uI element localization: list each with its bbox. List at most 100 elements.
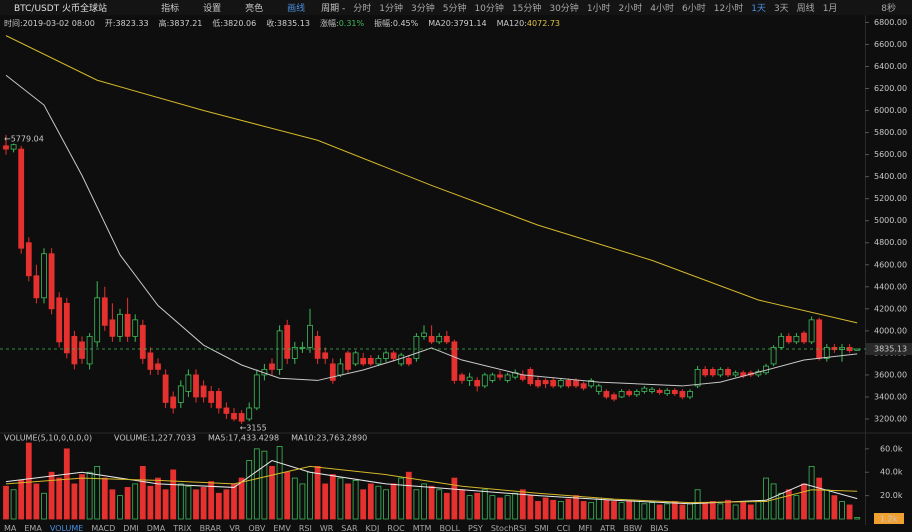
indicator-tab[interactable]: SMI xyxy=(534,525,549,532)
volume-bar xyxy=(504,495,511,520)
volume-bar xyxy=(405,471,412,520)
indicator-tab[interactable]: MTM xyxy=(412,525,432,532)
period-option[interactable]: 3天 xyxy=(773,4,789,14)
volume-bar xyxy=(626,501,633,520)
last-price-tag xyxy=(866,343,912,356)
period-option[interactable]: 周线 xyxy=(796,4,815,14)
toolbar-button[interactable]: 指标 xyxy=(161,4,180,14)
volume-bar xyxy=(527,495,534,520)
indicator-tab[interactable]: VOLUME xyxy=(49,525,84,532)
indicator-tab[interactable]: BIAS xyxy=(650,525,669,532)
candle-body xyxy=(147,352,154,370)
candle-body xyxy=(679,391,686,398)
volume-bar xyxy=(322,483,329,520)
volume-bar xyxy=(215,492,222,520)
period-option[interactable]: 分时 xyxy=(353,4,372,14)
indicator-tab[interactable]: KDJ xyxy=(365,525,380,532)
period-option[interactable]: 15分钟 xyxy=(511,4,542,14)
indicator-tab[interactable]: ROC xyxy=(387,525,405,532)
indicator-tab[interactable]: OBV xyxy=(248,525,266,532)
ma-line xyxy=(5,459,858,505)
volume-bar xyxy=(193,489,199,520)
toolbar-button[interactable]: 设置 xyxy=(203,4,222,14)
indicator-tab[interactable]: MACD xyxy=(91,525,116,532)
period-option[interactable]: 30分钟 xyxy=(549,4,579,14)
indicator-tab[interactable]: DMI xyxy=(123,525,139,532)
indicator-tab[interactable]: PSY xyxy=(468,525,483,532)
volume-bar xyxy=(329,474,336,520)
indicator-tab[interactable]: BBW xyxy=(623,525,643,532)
candle-body xyxy=(18,148,25,249)
candle-body xyxy=(79,341,85,359)
period-option[interactable]: 10分钟 xyxy=(474,4,504,14)
volume-bar xyxy=(200,487,207,520)
toolbar-button[interactable]: 亮色 xyxy=(245,4,264,14)
volume-bar xyxy=(10,489,17,520)
indicator-tab[interactable]: ATR xyxy=(600,525,616,532)
volume-bar xyxy=(269,465,275,520)
indicator-tab[interactable]: DMA xyxy=(146,525,166,532)
candle-body xyxy=(41,253,47,299)
volume-bar xyxy=(633,499,640,520)
candle-body xyxy=(489,374,496,381)
candle-body xyxy=(481,374,488,387)
volume-bar xyxy=(770,483,777,520)
indicator-tab[interactable]: RSI xyxy=(298,525,312,532)
indicator-tab[interactable]: StochRSI xyxy=(490,525,527,532)
period-label[interactable]: 周期 - xyxy=(321,4,346,14)
period-option[interactable]: 2小时 xyxy=(618,4,643,14)
indicator-tab[interactable]: EMV xyxy=(273,525,291,532)
indicator-tab[interactable]: TRIX xyxy=(173,525,192,532)
info-label: 开: xyxy=(105,19,116,28)
candle-body xyxy=(139,324,146,359)
period-option[interactable]: 1分钟 xyxy=(379,4,403,14)
indicator-tab[interactable]: EMA xyxy=(24,525,42,532)
candle-body xyxy=(725,369,731,376)
indicator-tab[interactable]: VR xyxy=(229,525,241,532)
period-option[interactable]: 4小时 xyxy=(650,4,675,14)
period-option[interactable]: 3分钟 xyxy=(410,4,435,14)
info-item: 振幅:0.45% xyxy=(374,18,419,28)
candle-body xyxy=(155,363,161,370)
volume-bar xyxy=(785,489,792,520)
volume-bar xyxy=(147,485,154,520)
y-tick-label: 4000.00 xyxy=(874,326,907,335)
volume-bar xyxy=(611,501,617,520)
indicator-tab[interactable]: BOLL xyxy=(439,525,461,532)
volume-bar xyxy=(33,483,40,520)
candle-body xyxy=(527,369,534,385)
period-option[interactable]: 1月 xyxy=(822,4,838,14)
volume-bar xyxy=(823,489,830,520)
symbol[interactable]: BTC/USDT 火币全球站 xyxy=(14,4,108,14)
candle-body xyxy=(284,324,291,359)
period-option[interactable]: 1天 xyxy=(751,4,766,14)
volume-bar xyxy=(94,465,101,520)
indicator-tab[interactable]: CCI xyxy=(556,525,571,532)
period-option[interactable]: 12小时 xyxy=(713,4,744,14)
period-option[interactable]: 5分钟 xyxy=(442,4,467,14)
candle-body xyxy=(132,319,139,337)
info-value: 4072.73 xyxy=(527,19,560,28)
volume-bar xyxy=(337,477,344,520)
candle-body xyxy=(322,352,329,359)
volume-readout: MA10:23,763.2890 xyxy=(291,434,367,443)
candle-body xyxy=(231,413,237,420)
indicator-tab[interactable]: SAR xyxy=(341,525,358,532)
indicator-tab[interactable]: WR xyxy=(319,525,334,532)
volume-bar xyxy=(79,474,85,520)
candle-body xyxy=(208,391,215,403)
indicator-tab[interactable]: MFI xyxy=(578,525,593,532)
volume-bar xyxy=(314,465,321,520)
candle-body xyxy=(170,396,177,409)
indicator-tab[interactable]: BRAR xyxy=(199,525,222,532)
y-tick-label: 6800.00 xyxy=(874,18,907,27)
toolbar-button[interactable]: 画线 xyxy=(287,4,306,14)
period-option[interactable]: 6小时 xyxy=(682,4,706,14)
refresh-interval[interactable]: 8秒 xyxy=(881,4,896,14)
candle-body xyxy=(185,374,192,392)
period-option[interactable]: 1小时 xyxy=(586,4,611,14)
volume-bar xyxy=(124,487,131,520)
candle-body xyxy=(360,357,367,365)
indicator-tab[interactable]: MA xyxy=(4,525,17,532)
volume-bar xyxy=(459,489,465,520)
